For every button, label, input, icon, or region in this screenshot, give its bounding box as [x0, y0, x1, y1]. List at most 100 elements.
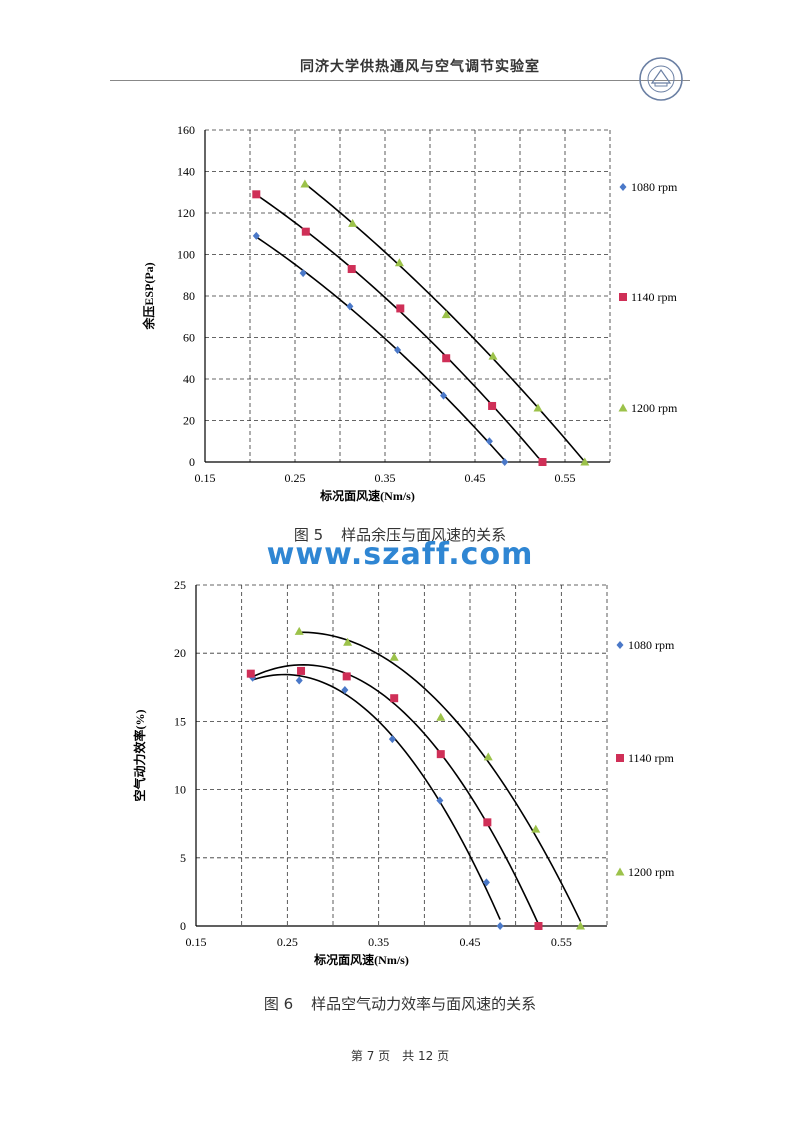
- data-point: [299, 269, 307, 278]
- legend-label: 1140 rpm: [628, 751, 675, 765]
- header-divider: [110, 80, 690, 81]
- data-point: [580, 457, 590, 466]
- y-tick-label: 0: [189, 455, 195, 469]
- y-tick-label: 20: [174, 646, 186, 660]
- data-point: [294, 626, 304, 635]
- watermark-text: www.szaff.com: [266, 537, 534, 572]
- legend-marker: [615, 867, 625, 876]
- data-point: [394, 258, 404, 267]
- y-tick-label: 80: [183, 289, 195, 303]
- data-point: [300, 179, 310, 188]
- legend-label: 1080 rpm: [631, 180, 678, 194]
- data-point: [346, 302, 354, 311]
- y-tick-label: 100: [177, 248, 195, 262]
- page-footer: 第 7 页共 12 页: [0, 1047, 800, 1064]
- data-point: [488, 401, 497, 410]
- y-tick-label: 160: [177, 123, 195, 137]
- y-tick-label: 10: [174, 783, 186, 797]
- legend-marker: [619, 293, 627, 301]
- figure-title: 样品空气动力效率与面风速的关系: [311, 995, 537, 1013]
- figure-5-caption: 图 5 样品余压与面风速的关系: [0, 524, 800, 545]
- y-tick-label: 120: [177, 206, 195, 220]
- data-point: [347, 265, 356, 274]
- data-point: [388, 735, 396, 744]
- trend-curve: [255, 236, 506, 461]
- y-tick-label: 15: [174, 714, 186, 728]
- legend-marker: [616, 754, 624, 762]
- data-point: [436, 750, 445, 759]
- data-point: [295, 676, 303, 685]
- x-axis-label: 标况面风速(Nm/s): [313, 952, 409, 967]
- lab-title: 同济大学供热通风与空气调节实验室: [300, 59, 540, 75]
- data-point: [436, 796, 444, 805]
- data-point: [482, 878, 490, 887]
- data-point: [440, 391, 447, 400]
- legend-label: 1140 rpm: [631, 290, 678, 304]
- data-point: [576, 921, 586, 930]
- esp-chart: 0 20 40 60 80 100 120 140 160 0.15 0.25 0.35 0.45 0.5…: [141, 123, 678, 503]
- y-axis-label: 空气动力效率(%): [132, 710, 147, 802]
- legend-label: 1200 rpm: [631, 401, 678, 415]
- legend-label: 1080 rpm: [628, 638, 675, 652]
- data-point: [534, 922, 543, 930]
- y-tick-label: 40: [183, 372, 195, 386]
- data-point: [301, 227, 310, 236]
- trend-curve: [255, 194, 544, 463]
- x-axis-label: 标况面风速(Nm/s): [319, 488, 415, 503]
- data-point: [485, 437, 493, 446]
- data-point: [390, 694, 399, 703]
- data-point: [343, 637, 353, 646]
- data-point: [533, 403, 543, 412]
- legend-marker: [619, 183, 627, 191]
- x-tick-label: 0.25: [277, 935, 298, 949]
- data-point: [488, 351, 498, 360]
- legend-label: 1200 rpm: [628, 865, 675, 879]
- y-tick-label: 20: [183, 414, 195, 428]
- x-tick-label: 0.35: [368, 935, 389, 949]
- trend-curve: [299, 631, 582, 922]
- x-tick-label: 0.25: [285, 471, 306, 485]
- y-tick-label: 25: [174, 578, 186, 592]
- x-tick-label: 0.35: [375, 471, 396, 485]
- y-tick-label: 60: [183, 331, 195, 345]
- figure-title: 样品余压与面风速的关系: [341, 526, 507, 544]
- data-point: [442, 354, 451, 363]
- data-point: [342, 672, 351, 681]
- y-tick-label: 5: [180, 851, 186, 865]
- x-tick-label: 0.45: [465, 471, 486, 485]
- legend-marker: [616, 641, 624, 649]
- data-point: [297, 666, 306, 675]
- data-point: [441, 310, 451, 319]
- data-point: [389, 652, 399, 661]
- x-tick-label: 0.45: [460, 935, 481, 949]
- x-tick-label: 0.55: [551, 935, 572, 949]
- x-tick-label: 0.15: [186, 935, 207, 949]
- data-point: [341, 686, 349, 695]
- page-header: 同济大学供热通风与空气调节实验室: [0, 0, 800, 101]
- trend-curve: [250, 664, 540, 925]
- y-tick-label: 140: [177, 165, 195, 179]
- data-point: [436, 712, 446, 721]
- data-point: [348, 218, 358, 227]
- x-tick-label: 0.15: [195, 471, 216, 485]
- data-point: [483, 752, 493, 761]
- data-point: [483, 818, 492, 827]
- data-point: [246, 669, 255, 678]
- data-point: [396, 304, 405, 313]
- figure-number: 图 5: [293, 526, 324, 544]
- efficiency-chart: 0 5 10 15 20 25 0.15 0.25 0.35 0.45 0.55 1080 rpm 1…: [132, 578, 675, 967]
- y-tick-label: 0: [180, 919, 186, 933]
- trend-curve: [252, 673, 501, 920]
- data-point: [252, 190, 261, 199]
- figure-number: 图 6: [263, 995, 294, 1013]
- legend-marker: [618, 403, 628, 412]
- university-seal-icon: [639, 57, 683, 101]
- page-number: 第 7 页: [350, 1049, 391, 1063]
- data-point: [496, 922, 504, 930]
- page-total: 共 12 页: [402, 1049, 450, 1063]
- data-point: [538, 458, 547, 466]
- x-tick-label: 0.55: [555, 471, 576, 485]
- y-axis-label: 余压ESP(Pa): [141, 262, 156, 330]
- data-point: [531, 824, 541, 833]
- data-point: [252, 231, 260, 240]
